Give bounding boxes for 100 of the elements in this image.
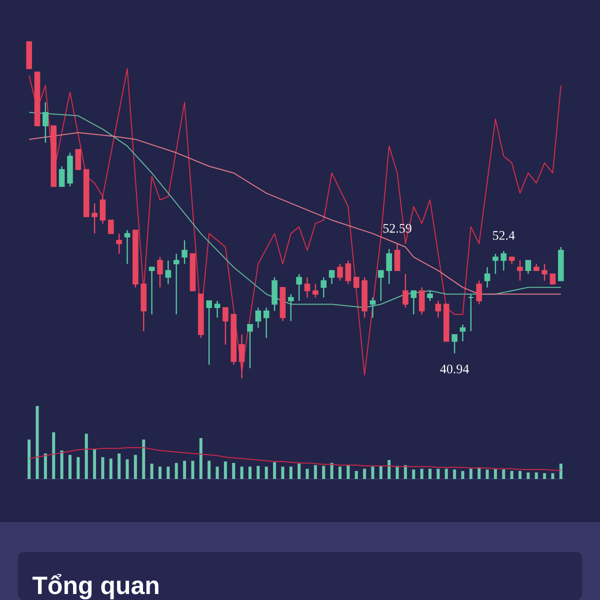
candlestick [517,260,523,282]
bar [84,434,88,479]
bar [330,462,334,479]
candlestick [42,102,48,144]
candlestick [288,294,294,322]
bar [224,461,227,479]
bar [256,466,260,479]
candlestick [550,273,556,284]
candlestick [320,276,327,298]
bar [240,466,244,479]
bar [166,466,170,479]
candlestick [206,300,212,366]
bar [60,450,64,479]
candlestick [402,273,408,308]
candlestick [312,283,318,298]
candlestick [394,243,400,272]
bar [322,466,326,479]
candlestick [157,256,163,288]
bar [216,466,219,479]
bar [281,466,284,479]
candlestick [427,290,433,302]
bar [453,470,456,479]
bar [76,457,80,479]
candlestick [247,324,253,369]
bar [248,466,252,479]
bar [150,464,154,479]
bar [314,465,317,479]
bar [44,453,47,479]
bar [428,468,432,479]
bar [158,466,162,479]
candlestick [272,276,278,312]
bar [444,468,448,479]
bar [478,467,481,479]
candlestick [337,263,343,282]
candlestick [173,253,180,315]
candlestick [460,324,466,342]
candlestick [100,196,106,224]
candlestick [304,276,310,298]
candlestick [182,240,188,264]
candlestick [75,148,82,170]
candlestick [108,220,114,234]
bar [526,472,530,479]
candlestick [58,166,65,188]
bar [28,440,31,479]
candlestick [148,266,155,315]
bar [486,470,489,479]
bar [543,473,546,479]
candlestick [370,296,376,318]
bar [412,470,416,479]
bar [396,466,399,479]
bar [559,464,562,479]
candlestick [452,334,458,354]
bar [134,454,137,479]
candlestick [165,260,172,285]
bar [388,460,391,479]
candlestick [418,286,425,315]
bar [354,470,358,479]
bar [52,432,56,479]
bar [346,465,350,479]
candlestick [500,250,507,272]
bar [118,453,121,479]
candlestick [353,276,360,288]
bar [126,459,129,479]
candlestick [476,280,482,305]
candlestick [124,230,130,264]
bar [306,468,309,479]
bar [109,458,112,479]
candlestick [386,248,392,285]
bar [101,457,104,479]
bar [518,470,522,479]
candlestick [542,263,548,282]
bar [461,470,464,479]
candlestick [492,253,498,275]
bar [183,460,186,479]
candlestick [263,306,270,338]
bar [363,468,366,479]
bar [208,460,211,479]
bar [289,466,292,479]
bar [142,440,146,479]
bar [36,406,39,479]
bar [510,470,514,479]
annotation: 40.94 [440,364,469,374]
bar [469,468,472,479]
bar [494,468,497,479]
bar [232,462,236,479]
candlestick [92,202,98,234]
bar [93,449,96,479]
candlestick [214,300,220,318]
candlestick [435,300,442,318]
annotation: 52.4 [493,231,515,240]
bar [174,462,178,479]
candlestick [410,290,417,315]
candlestick [484,266,490,288]
bar [502,470,506,479]
bar [534,472,538,479]
candlestick [378,270,384,302]
bar [371,466,374,479]
candlestick [116,232,122,254]
candlestick [238,334,245,379]
bar [404,465,407,479]
